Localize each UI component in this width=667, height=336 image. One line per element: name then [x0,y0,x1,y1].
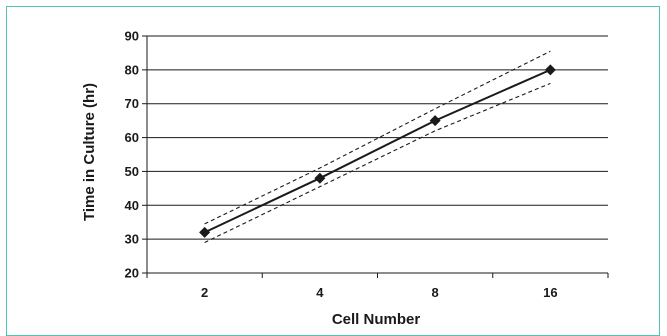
data-point-marker [429,115,441,127]
grid-lines [147,35,608,240]
confidence-band-line [204,82,551,244]
y-tick-label: 20 [125,266,139,281]
x-tick-label: 8 [432,285,439,300]
tick-labels: 20 30 40 50 60 70 80 90 2 4 8 16 [125,29,558,301]
x-tick-label: 4 [316,285,324,300]
x-tick-label: 2 [201,285,208,300]
y-tick-label: 60 [125,130,139,145]
data-point-marker [199,226,211,238]
y-tick-label: 40 [125,198,139,213]
data-point-marker [544,64,556,76]
y-tick-label: 70 [125,96,139,111]
data-markers [199,64,556,238]
chart: 20 30 40 50 60 70 80 90 2 4 8 16 Time in Culture (h… [81,29,609,327]
y-tick-label: 80 [125,62,139,77]
series-lines [204,50,551,244]
data-point-marker [314,172,326,184]
confidence-band-line [204,50,551,225]
x-axis-title: Cell Number [332,311,421,327]
y-tick-label: 50 [125,164,139,179]
trend-line [204,68,551,234]
axes [142,35,609,278]
y-tick-label: 90 [125,29,139,44]
y-tick-label: 30 [125,232,139,247]
y-axis-title: Time in Culture (hr) [81,83,98,221]
x-tick-label: 16 [543,285,557,300]
